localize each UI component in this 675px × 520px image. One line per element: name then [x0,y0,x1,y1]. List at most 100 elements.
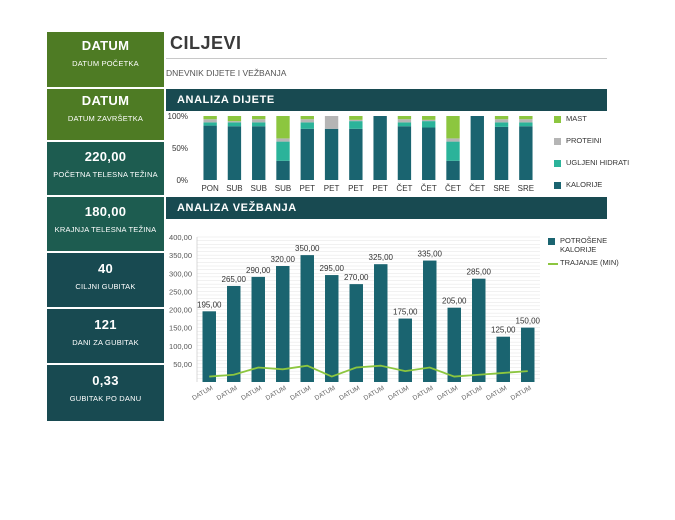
exercise-ytick-label: 50,00 [173,360,192,369]
exercise-bar [349,284,363,382]
diet-bar-segment [349,121,363,129]
exercise-data-label: 295,00 [320,264,345,273]
exercise-data-label: 175,00 [393,308,418,317]
start-date-value[interactable]: DATUM [81,38,130,53]
diet-ytick-label: 50% [172,144,188,153]
diet-bar-segment [397,126,412,180]
exercise-data-label: 195,00 [197,300,222,309]
end-weight-value[interactable]: 180,00 [84,204,127,219]
exercise-section-header: ANALIZA VEŽBANJA [166,197,607,219]
start-date-card: DATUM DATUM POČETKA [47,32,164,87]
diet-bar-segment [203,116,217,120]
title-divider [166,58,607,59]
exercise-bar [325,275,339,382]
end-date-card: DATUM DATUM ZAVRŠETKA [47,89,164,140]
start-weight-label: POČETNA TELESNA TEŽINA [53,170,158,179]
exercise-xtick-label: DATUM [240,385,263,402]
exercise-data-label: 350,00 [295,244,320,253]
exercise-bar [227,285,241,382]
diet-bar-segment [470,116,484,180]
exercise-duration-line [209,364,528,378]
diet-bar-segment [446,116,460,139]
diet-xtick-label: SUB [250,184,266,193]
diet-xtick-label: SRE [493,184,509,193]
diet-bar-segment [300,128,314,180]
diet-bar-segment [422,121,436,128]
diet-bar-segment [519,116,533,120]
exercise-legend: POTROŠENE KALORIJE TRAJANJE (MIN) [548,236,628,271]
diet-bar-segment [349,116,363,120]
start-date-label: DATUM POČETKA [72,59,139,68]
end-date-value[interactable]: DATUM [81,93,130,108]
target-loss-label: CILJNI GUBITAK [75,282,136,291]
legend-swatch [548,238,555,245]
exercise-ytick-label: 250,00 [169,287,192,296]
legend-swatch [554,160,561,167]
exercise-data-label: 335,00 [418,250,443,259]
end-weight-card: 180,00 KRAJNJA TELESNA TEŽINA [47,197,164,251]
exercise-bar [202,311,216,382]
diet-bar-segment [276,141,290,161]
diet-xtick-label: SUB [275,184,291,193]
diet-bar-segment [422,116,436,120]
diet-bar-segment [203,122,217,126]
diet-bar-segment [422,119,436,122]
diet-bar-segment [519,119,533,123]
exercise-data-label: 285,00 [467,268,492,277]
legend-swatch [554,116,561,123]
diet-bar-segment [227,122,242,127]
exercise-data-label: 320,00 [271,255,296,264]
diet-bar-segment [227,116,242,122]
diet-bar-segment [324,128,339,180]
diet-bar-segment [276,116,290,139]
exercise-xtick-label: DATUM [436,385,459,402]
diet-bar-segment [397,119,412,123]
diet-bar-segment [494,119,509,123]
loss-per-day-label: GUBITAK PO DANU [69,394,142,403]
diet-bar-segment [397,122,412,127]
legend-label: TRAJANJE (MIN) [560,258,619,267]
diet-bar-segment [300,119,314,123]
exercise-data-label: 150,00 [516,317,541,326]
exercise-xtick-label: DATUM [216,385,239,402]
exercise-xtick-label: DATUM [363,385,386,402]
exercise-ytick-label: 300,00 [169,269,192,278]
diet-bar-segment [252,122,266,127]
start-weight-value[interactable]: 220,00 [84,149,127,164]
exercise-xtick-label: DATUM [412,385,435,402]
exercise-xtick-label: DATUM [461,385,484,402]
diet-bar-segment [276,160,290,180]
exercise-data-label: 290,00 [246,266,271,275]
exercise-combo-chart: 50,00 100,00 150,00 200,00 250,00 300,00 350,0… [169,233,541,402]
exercise-ytick-label: 200,00 [169,306,192,315]
exercise-legend-item: POTROŠENE KALORIJE [548,236,628,254]
exercise-xtick-label: DATUM [289,385,312,402]
legend-label: MAST [566,114,587,123]
diet-bar-segment [203,125,217,180]
exercise-ytick-label: 100,00 [169,342,192,351]
diet-bar-segment [252,116,266,120]
diet-xtick-label: SRE [518,184,534,193]
diet-bar-segment [227,126,242,180]
legend-swatch [554,138,561,145]
diet-xtick-label: PET [324,184,340,193]
exercise-ytick-label: 350,00 [169,251,192,260]
exercise-bar [276,266,290,382]
exercise-ytick-label: 150,00 [169,324,192,333]
diet-stacked-chart: 0% 50% 100% PON SUB SUB SUB PET PET PET PET ČET ČET Č… [168,112,535,193]
diet-legend-item: MAST [554,114,629,123]
diet-bar-segment [373,116,387,180]
days-card: 121 DANI ZA GUBITAK [47,309,164,363]
exercise-xtick-label: DATUM [338,385,361,402]
exercise-bar [521,327,535,382]
diet-bar-segment [276,138,290,142]
diet-xtick-label: PET [372,184,388,193]
diet-xtick-label: PET [348,184,364,193]
exercise-bar [398,318,412,382]
diet-bar-segment [349,128,363,180]
exercise-data-label: 125,00 [491,326,516,335]
diet-bar-segment [227,121,242,123]
exercise-bar [300,255,314,382]
exercise-ytick-label: 400,00 [169,233,192,242]
diet-bar-segment [494,122,509,127]
